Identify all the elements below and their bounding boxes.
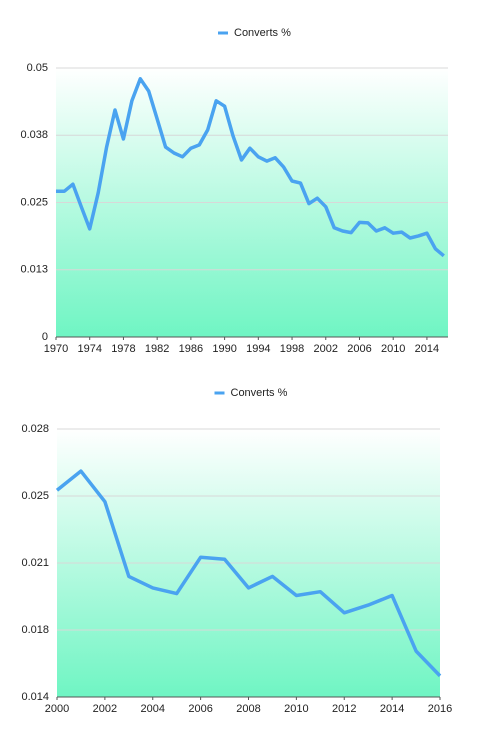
x-tick-label: 2000 bbox=[45, 703, 69, 715]
x-tick-label: 2016 bbox=[428, 703, 452, 715]
x-tick-label: 2014 bbox=[380, 703, 404, 715]
x-tick-label: 2012 bbox=[332, 703, 356, 715]
x-tick-label: 2002 bbox=[314, 343, 338, 355]
x-tick-label: 2008 bbox=[236, 703, 260, 715]
y-tick-label: 0.038 bbox=[20, 129, 48, 141]
x-tick-label: 2010 bbox=[381, 343, 405, 355]
y-tick-label: 0.025 bbox=[20, 196, 48, 208]
legend-label: Converts % bbox=[234, 27, 291, 39]
x-tick-label: 1998 bbox=[280, 343, 304, 355]
x-tick-label: 2010 bbox=[284, 703, 308, 715]
x-tick-label: 1986 bbox=[179, 343, 203, 355]
x-tick-label: 1990 bbox=[212, 343, 236, 355]
y-tick-label: 0 bbox=[42, 331, 48, 343]
y-tick-label: 0.013 bbox=[20, 264, 48, 276]
data-line bbox=[55, 469, 442, 678]
y-tick-label: 0.018 bbox=[21, 624, 49, 636]
x-tick-label: 2014 bbox=[415, 343, 439, 355]
y-tick-label: 0.025 bbox=[21, 490, 49, 502]
x-tick-label: 1978 bbox=[111, 343, 135, 355]
x-tick-label: 2006 bbox=[188, 703, 212, 715]
x-tick-label: 1982 bbox=[145, 343, 169, 355]
x-tick-label: 2002 bbox=[93, 703, 117, 715]
data-line bbox=[56, 77, 445, 258]
legend-label: Converts % bbox=[231, 387, 288, 399]
x-tick-label: 2006 bbox=[347, 343, 371, 355]
y-tick-label: 0.014 bbox=[21, 691, 49, 703]
y-tick-label: 0.05 bbox=[27, 62, 48, 74]
x-tick-label: 1994 bbox=[246, 343, 270, 355]
x-tick-label: 2004 bbox=[141, 703, 165, 715]
y-tick-label: 0.028 bbox=[21, 423, 49, 435]
x-tick-label: 1974 bbox=[77, 343, 101, 355]
x-tick-label: 1970 bbox=[44, 343, 68, 355]
y-tick-label: 0.021 bbox=[21, 557, 49, 569]
